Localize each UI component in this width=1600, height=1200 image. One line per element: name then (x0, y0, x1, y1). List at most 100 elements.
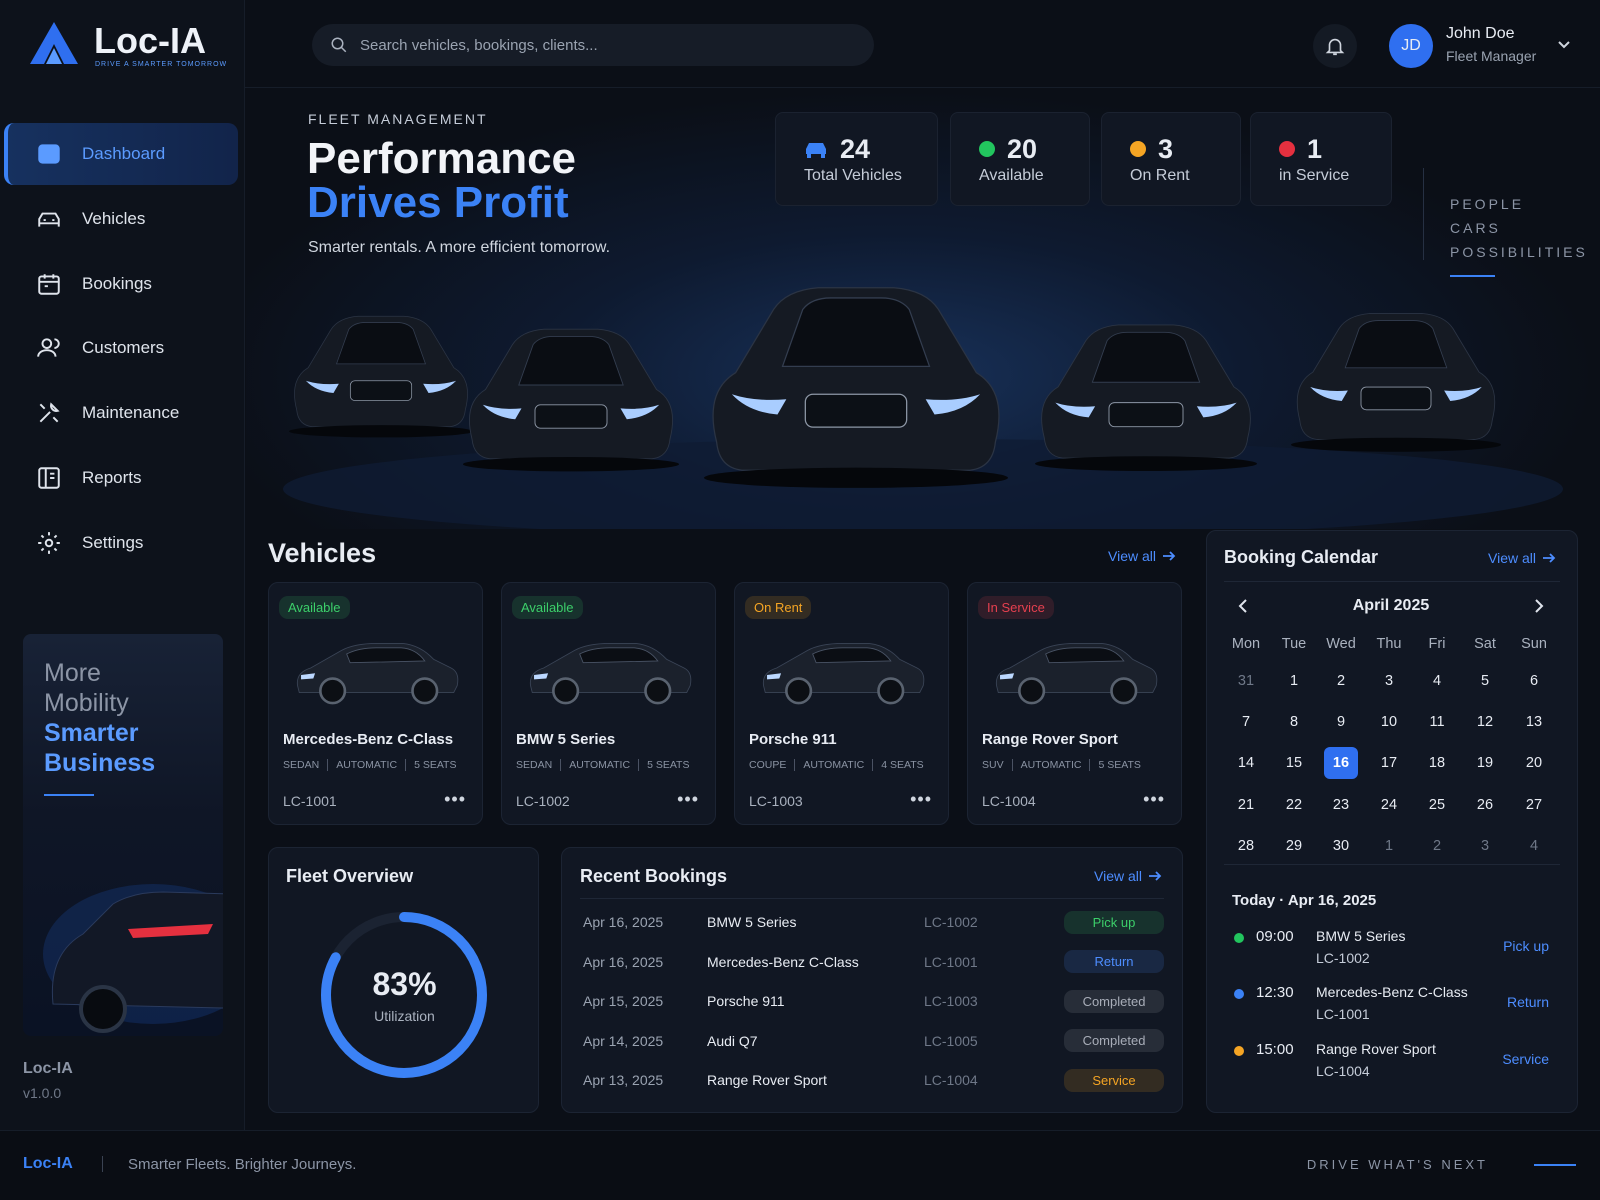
search-icon (331, 37, 347, 53)
status-badge: On Rent (745, 596, 812, 619)
nav-item[interactable]: Vehicles (4, 188, 238, 250)
calendar-day[interactable]: 2 (1432, 838, 1442, 854)
nav-item[interactable]: Dashboard (4, 123, 238, 185)
calendar-day[interactable]: 31 (1237, 673, 1255, 689)
vehicle-name: BMW 5 Series (516, 731, 616, 748)
calendar-day[interactable]: 22 (1285, 797, 1303, 813)
view-all-link[interactable]: View all (1094, 868, 1162, 884)
calendar-day[interactable]: 4 (1432, 673, 1442, 689)
nav-item[interactable]: Reports (4, 447, 238, 509)
calendar-day[interactable]: 24 (1380, 797, 1398, 813)
calendar-day[interactable]: 28 (1237, 838, 1255, 854)
calendar-day[interactable]: 15 (1285, 755, 1303, 771)
stat-card: 20 Available (950, 112, 1090, 206)
notifications-button[interactable] (1313, 24, 1357, 68)
calendar-day[interactable]: 25 (1428, 797, 1446, 813)
booking-row[interactable]: Apr 15, 2025 Porsche 911 LC-1003 Completed (562, 981, 1183, 1021)
more-button[interactable]: ••• (910, 789, 932, 809)
vehicle-spec: SEDAN (516, 759, 553, 771)
calendar-day[interactable]: 30 (1332, 838, 1350, 854)
more-button[interactable]: ••• (677, 789, 699, 809)
calendar-day[interactable]: 7 (1241, 714, 1251, 730)
calendar-day[interactable]: 17 (1380, 755, 1398, 771)
nav-item[interactable]: Maintenance (4, 382, 238, 444)
event-row[interactable]: 15:00 Range Rover Sport LC-1004 Service (1224, 1041, 1559, 1091)
event-action: Pick up (1503, 938, 1549, 954)
next-month[interactable] (1532, 598, 1546, 614)
tagline-word: POSSIBILITIES (1450, 244, 1588, 260)
calendar-day[interactable]: 18 (1428, 755, 1446, 771)
calendar-day[interactable]: 19 (1476, 755, 1494, 771)
calendar-day[interactable]: 13 (1525, 714, 1543, 730)
vehicle-card[interactable]: On Rent Porsche 911 COUPE AUTOMATIC 4 SEATS L… (734, 582, 949, 825)
calendar-day[interactable]: 21 (1237, 797, 1255, 813)
arrow-icon (1149, 871, 1162, 881)
booking-row[interactable]: Apr 13, 2025 Range Rover Sport LC-1004 Serv… (562, 1060, 1183, 1100)
nav-item[interactable]: Customers (4, 317, 238, 379)
booking-row[interactable]: Apr 16, 2025 Mercedes-Benz C-Class LC-1001… (562, 942, 1183, 982)
calendar-day[interactable]: 8 (1289, 714, 1299, 730)
nav-item[interactable]: Bookings (4, 253, 238, 315)
booking-row[interactable]: Apr 14, 2025 Audi Q7 LC-1005 Completed (562, 1021, 1183, 1061)
calendar-day[interactable]: 27 (1525, 797, 1543, 813)
calendar-day[interactable]: 20 (1525, 755, 1543, 771)
calendar-day[interactable]: 1 (1384, 838, 1394, 854)
vehicle-spec: 4 SEATS (872, 759, 924, 771)
calendar-day[interactable]: 26 (1476, 797, 1494, 813)
search-box[interactable]: Search vehicles, bookings, clients... (312, 24, 874, 66)
vehicle-spec: AUTOMATIC (794, 759, 864, 771)
more-button[interactable]: ••• (444, 789, 466, 809)
vehicle-id: LC-1001 (283, 793, 337, 809)
panel-title: Recent Bookings (580, 866, 728, 886)
booking-vehicle: Range Rover Sport (707, 1072, 827, 1088)
calendar-day[interactable]: 10 (1380, 714, 1398, 730)
event-action: Return (1506, 994, 1549, 1010)
vehicle-spec: AUTOMATIC (1011, 759, 1081, 771)
footer-brand: Loc-IA (23, 1155, 73, 1172)
calendar-day[interactable]: 4 (1529, 838, 1539, 854)
prev-month[interactable] (1236, 598, 1250, 614)
calendar-day[interactable]: 16 (1324, 747, 1358, 779)
calendar-day[interactable]: 6 (1529, 673, 1539, 689)
booking-date: Apr 16, 2025 (583, 914, 664, 930)
bell-icon (1325, 38, 1345, 56)
booking-id: LC-1001 (924, 953, 978, 970)
booking-row[interactable]: Apr 16, 2025 BMW 5 Series LC-1002 Pick up (562, 902, 1183, 942)
more-button[interactable]: ••• (1143, 789, 1165, 809)
vehicle-card[interactable]: Available BMW 5 Series SEDAN AUTOMATIC 5 SEA… (501, 582, 716, 825)
nav-item[interactable]: Settings (4, 512, 238, 574)
logo-tagline: DRIVE A SMARTER TOMORROW (95, 61, 228, 68)
calendar-day[interactable]: 29 (1285, 838, 1303, 854)
hero-title: Performance (307, 134, 577, 183)
event-row[interactable]: 12:30 Mercedes-Benz C-Class LC-1001 Return (1224, 984, 1559, 1034)
calendar-day[interactable]: 12 (1476, 714, 1494, 730)
search-placeholder: Search vehicles, bookings, clients... (360, 36, 598, 54)
stat-value: 3 (1158, 133, 1174, 164)
calendar-day[interactable]: 5 (1480, 673, 1490, 689)
arrow-icon (1163, 551, 1176, 561)
avatar[interactable]: JD (1389, 24, 1433, 68)
view-all-link[interactable]: View all (1108, 548, 1176, 564)
calendar-day[interactable]: 11 (1429, 714, 1445, 730)
calendar-day[interactable]: 9 (1336, 714, 1346, 730)
vehicle-id: LC-1003 (749, 793, 803, 809)
calendar-day[interactable]: 23 (1332, 797, 1350, 813)
vehicle-spec: AUTOMATIC (327, 759, 397, 771)
booking-status: Service (1064, 1068, 1164, 1092)
calendar-panel (1206, 530, 1578, 1113)
calendar-day[interactable]: 3 (1384, 673, 1394, 689)
calendar-day[interactable]: 2 (1336, 673, 1346, 689)
event-time: 09:00 (1256, 928, 1294, 945)
calendar-day[interactable]: 1 (1289, 673, 1299, 689)
user-menu-chevron[interactable] (1557, 38, 1571, 52)
view-all-link[interactable]: View all (1488, 550, 1556, 566)
promo-rule (44, 794, 94, 796)
weekday: Thu (1376, 636, 1402, 652)
event-row[interactable]: 09:00 BMW 5 Series LC-1002 Pick up (1224, 928, 1559, 978)
vehicle-card[interactable]: Available Mercedes-Benz C-Class SEDAN AUTOM… (268, 582, 483, 825)
logo: Loc-IA (94, 20, 206, 61)
calendar-day[interactable]: 14 (1237, 755, 1255, 771)
calendar-day[interactable]: 3 (1480, 838, 1490, 854)
vehicle-spec: 5 SEATS (638, 759, 689, 771)
vehicle-card[interactable]: In Service Range Rover Sport SUV AUTOMATIC 5… (967, 582, 1182, 825)
